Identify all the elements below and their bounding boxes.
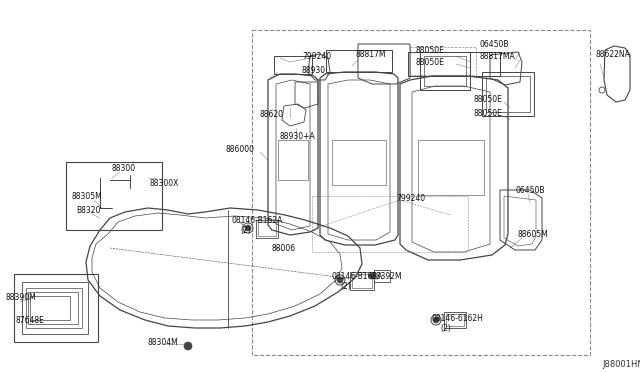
Circle shape [337, 277, 343, 283]
Text: J88001HN: J88001HN [602, 360, 640, 369]
Text: 88050E: 88050E [416, 58, 445, 67]
Text: (2): (2) [340, 282, 351, 291]
Text: 88390M: 88390M [6, 293, 36, 302]
Text: 08146-B162A: 08146-B162A [232, 216, 284, 225]
Text: 88930+A: 88930+A [280, 132, 316, 141]
Text: 799240: 799240 [302, 52, 331, 61]
Circle shape [245, 225, 251, 231]
Text: 87648E: 87648E [16, 316, 45, 325]
Text: (2): (2) [240, 226, 251, 235]
Circle shape [433, 317, 439, 323]
Bar [482, 72, 534, 116]
Bar [350, 272, 374, 290]
Text: 88817M: 88817M [356, 50, 387, 59]
Bar [424, 56, 466, 86]
Text: 88050E: 88050E [416, 46, 445, 55]
Text: 08146-B162A: 08146-B162A [332, 272, 383, 281]
Bar [252, 30, 590, 355]
Text: 886000: 886000 [225, 145, 254, 154]
Bar [410, 47, 476, 75]
Text: 06450B: 06450B [516, 186, 545, 195]
Text: 88300: 88300 [112, 164, 136, 173]
Text: (2): (2) [440, 324, 451, 333]
Text: 88006: 88006 [272, 244, 296, 253]
Circle shape [184, 342, 192, 350]
Text: 88930: 88930 [302, 66, 326, 75]
Text: 799240: 799240 [396, 194, 425, 203]
Text: 88304M: 88304M [148, 338, 179, 347]
Text: 88392M: 88392M [372, 272, 403, 281]
Bar [486, 76, 530, 112]
Bar [374, 270, 390, 282]
Bar [444, 312, 466, 328]
Bar [66, 162, 162, 230]
Text: 06450B: 06450B [480, 40, 509, 49]
Text: 88050E: 88050E [473, 109, 502, 118]
Text: 88620: 88620 [260, 110, 284, 119]
Bar [14, 274, 98, 342]
Bar [256, 220, 278, 238]
Bar [420, 52, 470, 90]
Text: 08146-6162H: 08146-6162H [432, 314, 484, 323]
Text: 88622NA: 88622NA [596, 50, 631, 59]
Bar [28, 292, 78, 324]
Bar [258, 222, 276, 236]
Circle shape [369, 273, 375, 279]
Bar [352, 274, 372, 288]
Text: 88605M: 88605M [518, 230, 548, 239]
Text: 88050E: 88050E [473, 95, 502, 104]
Text: B8320: B8320 [76, 206, 100, 215]
Bar [446, 314, 464, 326]
Text: 88817MA: 88817MA [480, 52, 516, 61]
Text: 88300X: 88300X [150, 179, 179, 188]
Text: 88305M: 88305M [72, 192, 103, 201]
